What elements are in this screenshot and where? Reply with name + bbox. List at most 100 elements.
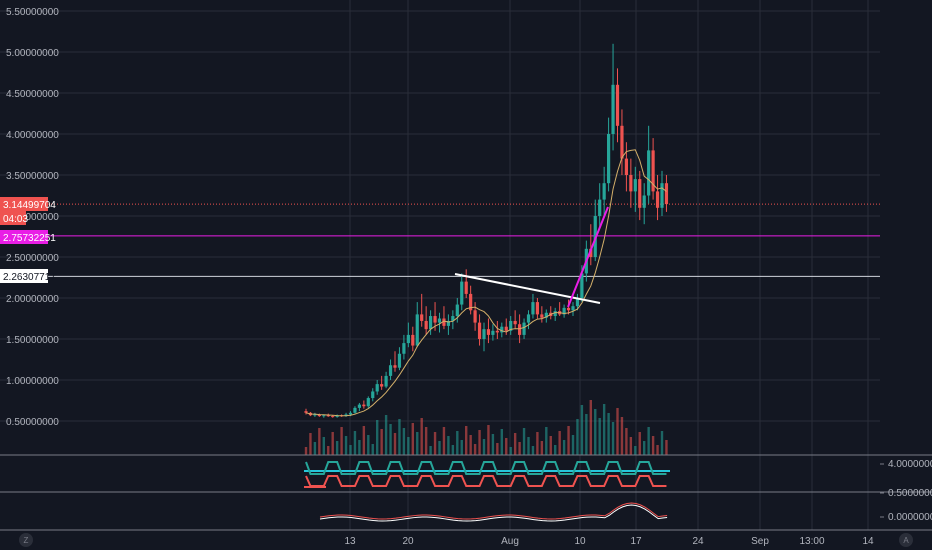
volume-bar [429,446,432,455]
volume-bar [416,432,419,455]
volume-bar [549,436,552,455]
candle[interactable] [620,109,624,175]
candle[interactable] [589,224,593,266]
candle-body [535,302,539,315]
candle[interactable] [544,309,548,323]
candle[interactable] [464,269,468,298]
candle[interactable] [598,183,602,229]
candle[interactable] [607,117,611,192]
candle[interactable] [455,298,459,323]
indicator-panels[interactable] [0,454,932,531]
volume-bar [576,419,579,455]
candle[interactable] [655,175,660,221]
candle[interactable] [500,322,504,338]
auto-scale-button[interactable] [899,533,913,547]
candle[interactable] [442,306,446,330]
candle-body [362,404,366,407]
candle[interactable] [642,183,646,225]
price-axis[interactable]: 5.50000000 5.00000000 4.50000000 4.00000000… [6,7,932,523]
candle[interactable] [402,334,406,360]
candle[interactable] [633,166,637,212]
candle[interactable] [482,322,486,352]
candle[interactable] [384,371,388,389]
auto-scale-label: A [903,536,909,545]
candle[interactable] [571,302,575,317]
candle[interactable] [420,293,424,327]
candle[interactable] [513,310,517,330]
candle[interactable] [629,158,633,208]
candle[interactable] [304,408,308,415]
candle-body [357,404,361,408]
candle-body [353,407,357,413]
candle[interactable] [509,316,513,335]
candle[interactable] [380,375,384,390]
indicator-axis-label: 0.50000000 [888,488,932,499]
time-tick-label: Aug [501,536,519,547]
time-tick-label: 13 [344,536,356,547]
candle[interactable] [660,170,664,216]
candle[interactable] [415,302,419,348]
candle[interactable] [353,406,357,414]
candle[interactable] [602,166,606,216]
candle[interactable] [446,314,450,335]
candle[interactable] [575,293,580,311]
candle-body [664,183,669,205]
candle[interactable] [393,351,397,372]
candle[interactable] [651,138,655,200]
candle[interactable] [491,324,495,341]
price-tick-label: 5.50000000 [6,7,59,18]
candle[interactable] [313,412,317,417]
candle[interactable] [388,359,393,381]
candle[interactable] [406,322,410,348]
candle[interactable] [429,310,433,335]
trendlines[interactable] [454,206,609,308]
candle[interactable] [624,142,628,192]
candle[interactable] [397,347,402,371]
volume-bar [384,415,388,455]
candle[interactable] [451,310,455,330]
candle[interactable] [553,307,557,321]
candle[interactable] [477,314,482,346]
candle[interactable] [562,304,566,318]
candle[interactable] [664,175,669,212]
horizontal-price-lines[interactable] [0,203,880,277]
candle[interactable] [638,170,642,221]
candle-body [633,179,637,192]
candle[interactable] [424,306,428,335]
candle[interactable] [371,388,375,402]
candle[interactable] [526,310,531,330]
resistance-trendline[interactable] [454,273,601,304]
candle[interactable] [531,293,535,319]
candle[interactable] [375,380,379,395]
candle-body [562,307,566,315]
time-tick-label: 14 [862,536,874,547]
candle-body [500,326,504,333]
candle[interactable] [615,68,620,143]
candle[interactable] [469,285,473,315]
candle-body [575,298,580,307]
candle[interactable] [535,298,539,319]
price-tag-bg [0,211,26,225]
candle[interactable] [647,125,651,204]
volume-bar [585,414,588,455]
candle[interactable] [411,326,415,352]
volume-bar [398,419,401,455]
candle[interactable] [611,43,615,151]
candle[interactable] [366,396,370,408]
time-axis[interactable]: 13 20 Aug 10 17 24 Sep 13:00 14 [0,531,932,550]
candle[interactable] [460,273,464,311]
candle[interactable] [540,306,544,323]
candle[interactable] [495,320,499,339]
candle[interactable] [357,402,361,412]
time-tick-label: 24 [692,536,704,547]
candle[interactable] [362,400,366,409]
candle-body [375,384,379,392]
candle[interactable] [437,312,442,333]
price-tick-label: 4.50000000 [6,89,59,100]
candle[interactable] [522,318,526,340]
candlestick-series[interactable] [304,43,669,418]
candle[interactable] [486,318,491,344]
support-trendline[interactable] [567,206,609,308]
timezone-button[interactable] [19,533,33,547]
